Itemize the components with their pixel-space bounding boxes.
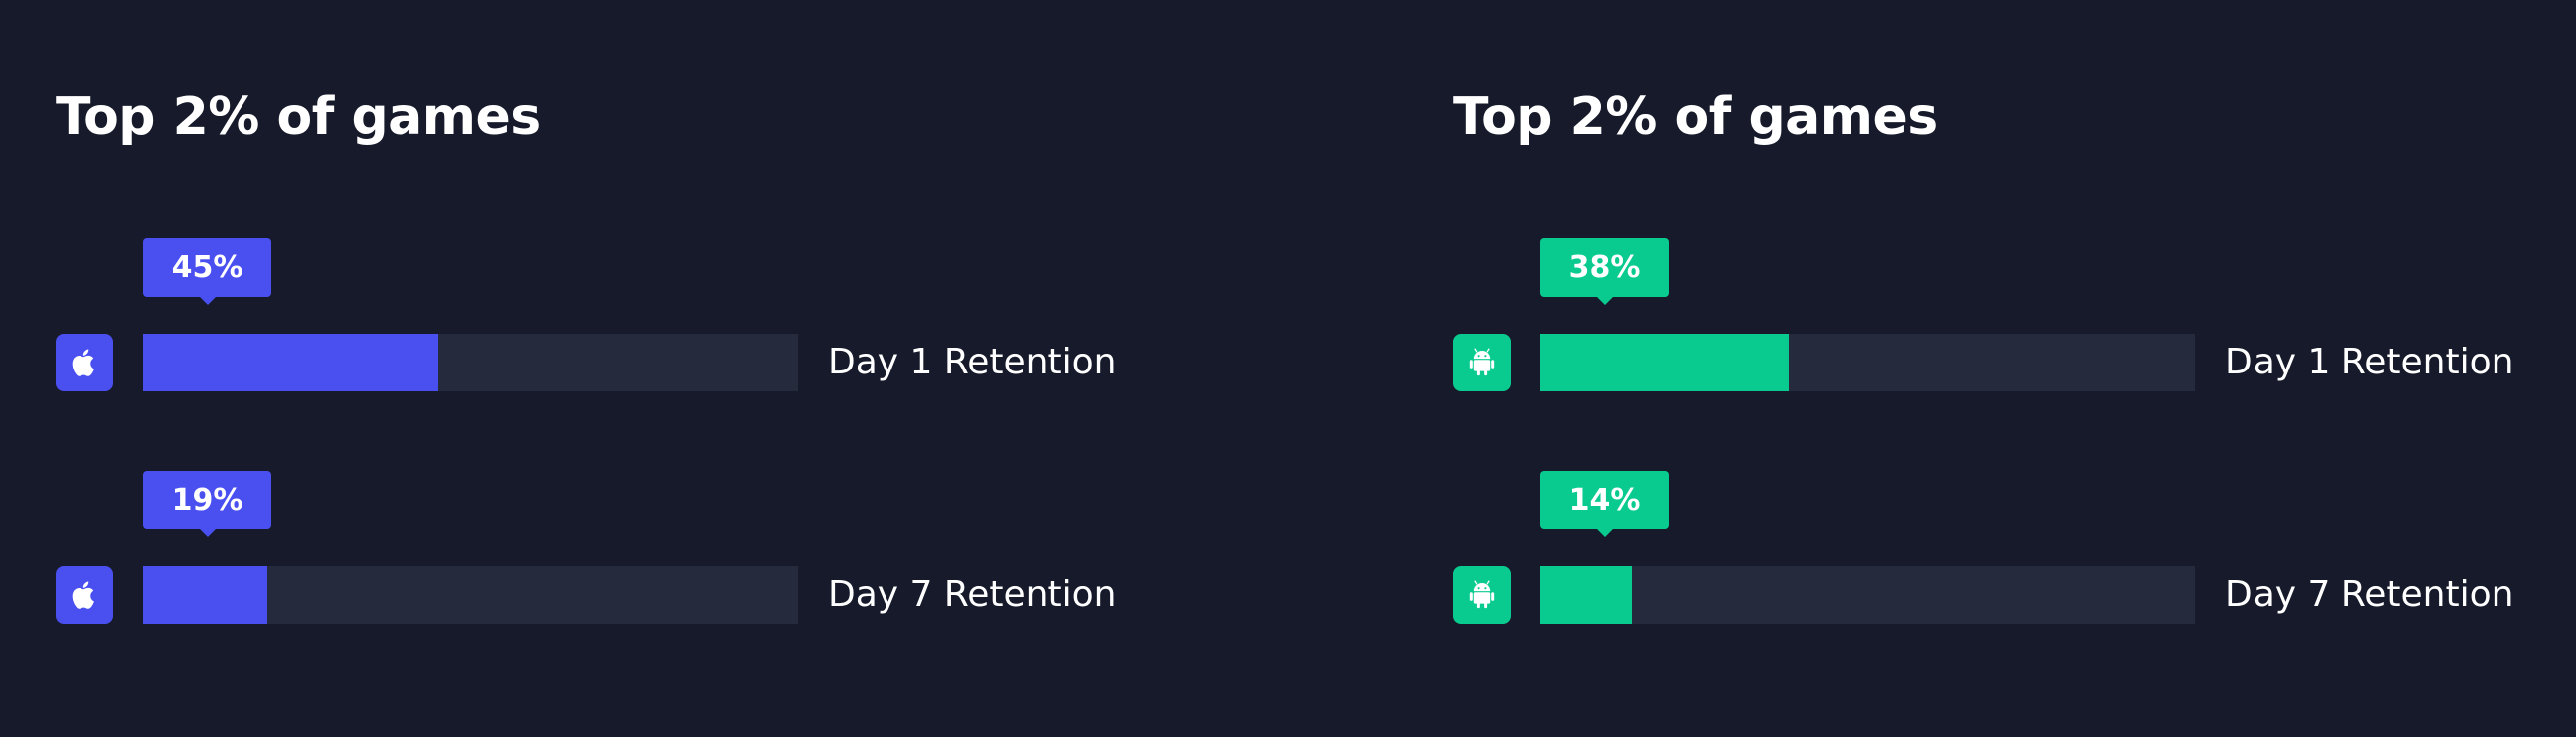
ios-retention-panel: Top 2% of games 45% Day 1 Retention 19% … bbox=[0, 87, 1193, 630]
category-label: Day 7 Retention bbox=[828, 574, 1117, 615]
value-badge: 14% bbox=[1540, 471, 1669, 537]
android-icon bbox=[1453, 566, 1511, 624]
retention-row-day-1: 45% Day 1 Retention bbox=[0, 238, 1193, 397]
apple-icon bbox=[56, 566, 113, 624]
value-badge: 45% bbox=[143, 238, 271, 305]
bar-track bbox=[1540, 334, 2195, 391]
bar-track bbox=[1540, 566, 2195, 624]
value-badge: 38% bbox=[1540, 238, 1669, 305]
bar-fill bbox=[143, 566, 267, 624]
bar-fill bbox=[1540, 566, 1632, 624]
bar-track bbox=[143, 566, 798, 624]
android-icon bbox=[1453, 334, 1511, 391]
bar-fill bbox=[1540, 334, 1789, 391]
retention-row-day-7: 19% Day 7 Retention bbox=[0, 471, 1193, 630]
category-label: Day 7 Retention bbox=[2225, 574, 2514, 615]
chart-title: Top 2% of games bbox=[56, 87, 541, 147]
category-label: Day 1 Retention bbox=[828, 342, 1117, 382]
android-retention-panel: Top 2% of games 38% Day bbox=[1397, 0, 2576, 737]
apple-icon bbox=[56, 334, 113, 391]
category-label: Day 1 Retention bbox=[2225, 342, 2514, 382]
bar-track bbox=[143, 334, 798, 391]
retention-row-day-7: 14% Day 7 Retention bbox=[1397, 471, 2576, 630]
retention-row-day-1: 38% Day 1 Retention bbox=[1397, 238, 2576, 397]
value-badge: 19% bbox=[143, 471, 271, 537]
bar-fill bbox=[143, 334, 438, 391]
chart-title: Top 2% of games bbox=[1453, 87, 1938, 147]
